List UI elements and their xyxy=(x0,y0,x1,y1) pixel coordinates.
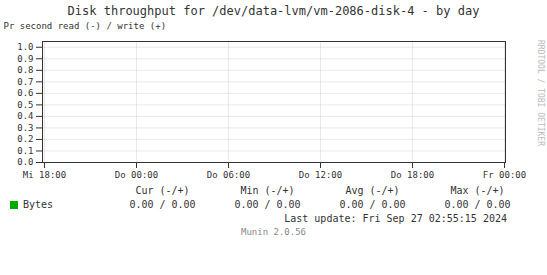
html-text:Max (-/+): Max (-/+) xyxy=(450,185,505,196)
svg-text:0.4: 0.4 xyxy=(17,111,33,121)
svg-text:Do 00:00: Do 00:00 xyxy=(115,170,158,180)
svg-text:0.2: 0.2 xyxy=(17,134,33,144)
html-text:Bytes: Bytes xyxy=(23,199,54,210)
html-text:Munin 2.0.56: Munin 2.0.56 xyxy=(241,227,306,237)
svg-text:0.5: 0.5 xyxy=(17,100,33,110)
svg-text:0.1: 0.1 xyxy=(17,146,33,156)
svg-text:Mi 18:00: Mi 18:00 xyxy=(23,170,66,180)
svg-text:0.8: 0.8 xyxy=(17,65,33,75)
svg-text:0.0: 0.0 xyxy=(17,157,33,167)
html-text:Disk throughput for /dev/data-: Disk throughput for /dev/data-lvm/vm-208… xyxy=(67,4,480,18)
html-text:0.00 / 0.00: 0.00 / 0.00 xyxy=(129,199,196,210)
html-text:RRDTOOL / TOBI OETIKER: RRDTOOL / TOBI OETIKER xyxy=(536,40,545,146)
html-text:0.00 / 0.00: 0.00 / 0.00 xyxy=(444,199,511,210)
svg-text:Do 06:00: Do 06:00 xyxy=(207,170,250,180)
svg-text:0.6: 0.6 xyxy=(17,88,33,98)
svg-text:Do 12:00: Do 12:00 xyxy=(299,170,342,180)
html-text:Cur (-/+): Cur (-/+) xyxy=(135,185,190,196)
html-text:Last update: Fri Sep 27 02:55:: Last update: Fri Sep 27 02:55:15 2024 xyxy=(284,213,507,224)
svg-text:0.3: 0.3 xyxy=(17,123,33,133)
html-text:Avg (-/+): Avg (-/+) xyxy=(345,185,400,196)
svg-text:0.9: 0.9 xyxy=(17,54,33,64)
svg-text:Fr 00:00: Fr 00:00 xyxy=(483,170,526,180)
svg-text:1.0: 1.0 xyxy=(17,42,33,52)
html-text:0.00 / 0.00: 0.00 / 0.00 xyxy=(234,199,301,210)
svg-text:Pr second read (-) / write (+): Pr second read (-) / write (+) xyxy=(4,21,167,31)
html-text:0.00 / 0.00: 0.00 / 0.00 xyxy=(339,199,406,210)
svg-text:Do 18:00: Do 18:00 xyxy=(391,170,434,180)
html-text:Min (-/+): Min (-/+) xyxy=(240,185,295,196)
svg-text:0.7: 0.7 xyxy=(17,77,33,87)
